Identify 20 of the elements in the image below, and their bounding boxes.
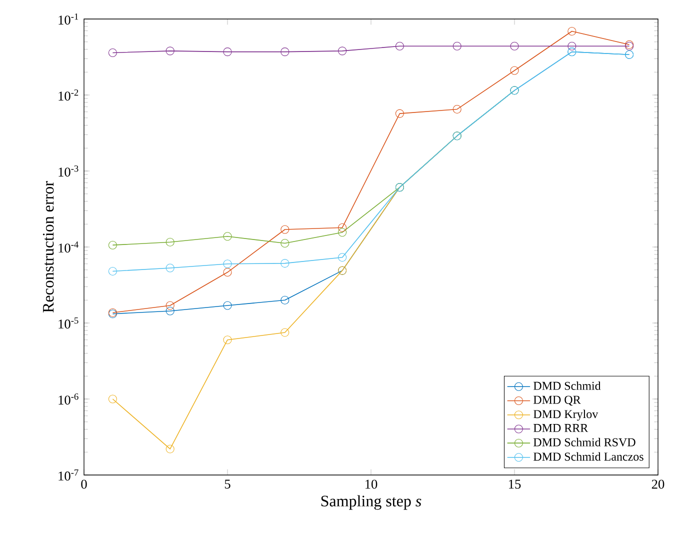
y-tick-label: 10$^{-7}$ xyxy=(58,469,78,481)
y-tick-label: 10$^{-5}$ xyxy=(58,317,78,329)
x-tick-label: 5 xyxy=(224,480,230,489)
y-tick-label: 10$^{-3}$ xyxy=(58,165,78,177)
y-tick-label: 10$^{-2}$ xyxy=(58,89,78,101)
x-tick-label: 15 xyxy=(509,480,521,489)
legend-label: DMD RRR xyxy=(534,424,588,432)
legend-label: DMD Schmid RSVD xyxy=(534,438,636,446)
legend-label: DMD Schmid Lanczos xyxy=(534,452,644,461)
x-axis-title: Sampling step s xyxy=(321,495,422,510)
x-tick-label: 10 xyxy=(366,480,378,489)
x-tick-label: 20 xyxy=(652,480,664,489)
legend-label: DMD QR xyxy=(534,396,581,406)
y-tick-label: 10$^{-6}$ xyxy=(58,393,78,405)
y-tick-label: 10$^{-1}$ xyxy=(58,13,78,25)
y-tick-label: 10$^{-4}$ xyxy=(58,241,78,253)
y-axis-title: Reconstruction error xyxy=(42,181,54,313)
legend-label: DMD Krylov xyxy=(534,410,598,421)
legend-label: DMD Schmid xyxy=(534,381,601,390)
x-tick-label: 0 xyxy=(81,480,87,489)
